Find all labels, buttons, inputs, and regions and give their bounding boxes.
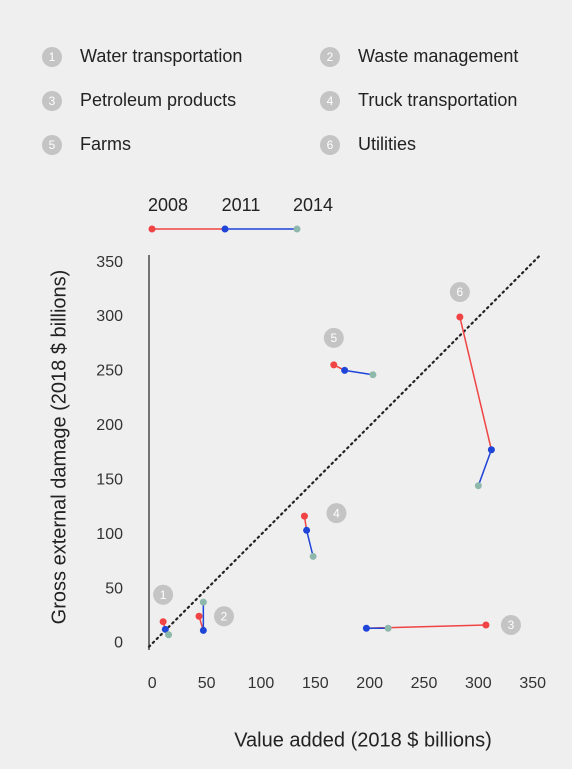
point-badge-number: 2 (221, 609, 228, 623)
point (195, 612, 203, 620)
point-badge (326, 503, 347, 524)
point-badge (153, 584, 174, 605)
y-tick-label: 0 (114, 635, 123, 652)
legend-badge-number: 1 (49, 50, 56, 64)
year-label: 2011 (222, 195, 261, 215)
point-badge (500, 614, 521, 635)
legend-label: Truck transportation (358, 90, 517, 110)
legend-badge (42, 135, 62, 155)
legend-badge-number: 6 (327, 138, 334, 152)
y-tick-label: 250 (96, 363, 123, 380)
x-tick-label: 50 (198, 675, 216, 692)
point (199, 598, 207, 606)
point-badge-number: 4 (333, 506, 340, 520)
y-tick-label: 350 (96, 254, 123, 271)
point (384, 624, 392, 632)
y-axis-title: Gross external damage (2018 $ billions) (48, 270, 70, 625)
y-tick-label: 150 (96, 471, 123, 488)
legend-label: Waste management (358, 46, 518, 66)
legend-badge-number: 2 (327, 50, 334, 64)
point (482, 621, 490, 629)
legend-badge (320, 91, 340, 111)
point (161, 625, 169, 633)
x-tick-label: 350 (519, 675, 546, 692)
point (474, 482, 482, 490)
x-tick-label: 150 (302, 675, 329, 692)
year-label: 2014 (293, 195, 333, 215)
y-tick-label: 300 (96, 308, 123, 325)
point-badge (214, 606, 234, 627)
point (309, 552, 317, 560)
point (341, 366, 349, 374)
point (165, 631, 173, 639)
y-tick-label: 100 (96, 526, 123, 543)
y-tick-label: 50 (105, 580, 123, 597)
legend-marker (221, 225, 229, 233)
legend-badge (320, 135, 340, 155)
point-badge (449, 282, 470, 303)
legend-badge (42, 47, 62, 67)
legend-badge-number: 4 (327, 94, 334, 108)
connector (344, 369, 374, 376)
x-tick-label: 200 (356, 675, 383, 692)
connector (477, 449, 493, 486)
point (300, 512, 308, 520)
point-badge-number: 5 (330, 331, 337, 345)
point (362, 624, 370, 632)
legend-badge-number: 5 (49, 138, 56, 152)
legend-label: Farms (80, 134, 131, 154)
point (199, 626, 207, 634)
x-tick-label: 0 (148, 675, 157, 692)
legend-marker (148, 225, 156, 233)
point (330, 361, 338, 369)
x-tick-label: 100 (248, 675, 275, 692)
legend-badge (42, 91, 62, 111)
y-tick-label: 200 (96, 417, 123, 434)
x-tick-label: 300 (465, 675, 492, 692)
point-badge-number: 1 (160, 588, 167, 602)
connector (459, 316, 493, 450)
year-label: 2008 (148, 195, 188, 215)
point (159, 618, 167, 626)
legend-badge (320, 47, 340, 67)
legend-badge-number: 3 (49, 94, 56, 108)
legend-label: Water transportation (80, 46, 242, 66)
x-tick-label: 250 (411, 675, 438, 692)
point-badge (323, 327, 344, 348)
reference-diagonal (147, 253, 542, 648)
point (303, 526, 311, 534)
x-axis-title: Value added (2018 $ billions) (234, 729, 492, 751)
point-badge-number: 3 (508, 618, 515, 632)
point-badge-number: 6 (457, 285, 464, 299)
point (456, 313, 464, 321)
connector (305, 530, 314, 557)
point (487, 446, 495, 454)
legend-label: Utilities (358, 134, 416, 154)
legend-marker (293, 225, 301, 233)
point (369, 371, 377, 379)
legend-label: Petroleum products (80, 90, 236, 110)
